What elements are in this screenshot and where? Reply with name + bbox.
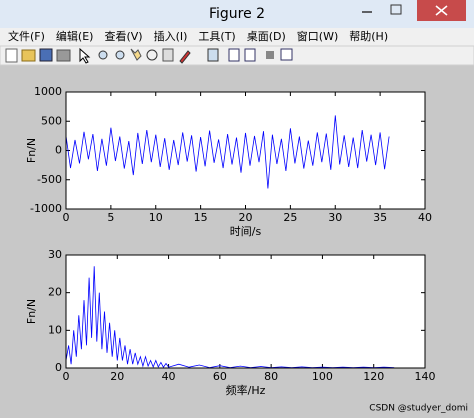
- open-icon[interactable]: [21, 49, 36, 62]
- y-tick-label: 1000: [34, 85, 62, 98]
- menu-item[interactable]: 桌面(D): [247, 30, 286, 43]
- axes-bg: [66, 92, 425, 209]
- menu-bar: [0, 28, 474, 46]
- menu-item[interactable]: 帮助(H): [349, 29, 388, 43]
- y-tick-label: -1000: [30, 202, 62, 215]
- y-tick-label: 10: [48, 323, 62, 336]
- watermark: CSDN @studyer_domi: [369, 404, 468, 414]
- x-tick-label: 40: [418, 211, 432, 224]
- datacursor-icon[interactable]: [162, 48, 174, 62]
- new-icon[interactable]: [5, 48, 18, 63]
- x-tick-label: 120: [363, 370, 384, 383]
- data-line: [66, 115, 390, 189]
- x-tick-label: 5: [107, 211, 114, 224]
- data-line: [66, 266, 395, 368]
- axes-frame: [65, 254, 426, 369]
- y-tick-label: 30: [48, 248, 62, 261]
- y-axis-label: Fn/N: [25, 299, 38, 324]
- x-tick-label: 20: [110, 370, 124, 383]
- x-tick-label: 15: [194, 211, 208, 224]
- toolbar-icons: [5, 47, 293, 64]
- hide-tools-icon[interactable]: [266, 51, 274, 59]
- y-axis-label: Fn/N: [25, 138, 38, 163]
- rotate-icon[interactable]: [146, 49, 158, 61]
- x-tick-label: 140: [415, 370, 436, 383]
- x-tick-label: 60: [213, 370, 227, 383]
- y-tick-label: 0: [55, 144, 62, 157]
- x-tick-label: 20: [239, 211, 253, 224]
- y-tick-label: 0: [55, 361, 62, 374]
- save-icon[interactable]: [39, 48, 53, 62]
- y-tick-label: -500: [37, 173, 62, 186]
- print-icon[interactable]: [56, 49, 71, 62]
- close-icon: [435, 5, 448, 16]
- x-tick-label: 25: [283, 211, 297, 224]
- menu-item[interactable]: 文件(F): [8, 29, 45, 43]
- x-tick-label: 30: [328, 211, 342, 224]
- zoom-in-icon[interactable]: [98, 50, 108, 60]
- colorbar-icon[interactable]: [228, 48, 240, 62]
- menu-item[interactable]: 工具(T): [198, 30, 235, 43]
- brush-icon[interactable]: [179, 50, 191, 64]
- menu-item[interactable]: 窗口(W): [297, 29, 338, 43]
- x-axis-label: 时间/s: [230, 225, 262, 238]
- pan-icon[interactable]: [130, 48, 142, 61]
- x-tick-label: 35: [373, 211, 387, 224]
- y-tick-label: 20: [48, 286, 62, 299]
- x-tick-label: 10: [149, 211, 163, 224]
- link-icon[interactable]: [207, 48, 219, 62]
- maximize-button[interactable]: [390, 4, 402, 15]
- axes-frame: [65, 91, 426, 210]
- x-tick-label: 100: [312, 370, 333, 383]
- axes-bg: [66, 255, 425, 368]
- pointer-icon[interactable]: [79, 47, 91, 64]
- x-axis-label: 频率/Hz: [226, 383, 266, 397]
- menu-item[interactable]: 插入(I): [154, 29, 188, 43]
- zoom-out-icon[interactable]: [115, 50, 125, 60]
- window-title: Figure 2: [209, 6, 265, 22]
- y-tick-label: 500: [41, 114, 62, 127]
- menu-item[interactable]: 编辑(E): [56, 29, 94, 43]
- menu-item[interactable]: 查看(V): [104, 29, 142, 43]
- x-tick-label: 0: [63, 211, 70, 224]
- x-tick-label: 0: [63, 370, 70, 383]
- legend-icon[interactable]: [244, 48, 256, 62]
- x-tick-label: 40: [162, 370, 176, 383]
- show-tools-icon[interactable]: [280, 48, 293, 61]
- x-tick-label: 80: [264, 370, 278, 383]
